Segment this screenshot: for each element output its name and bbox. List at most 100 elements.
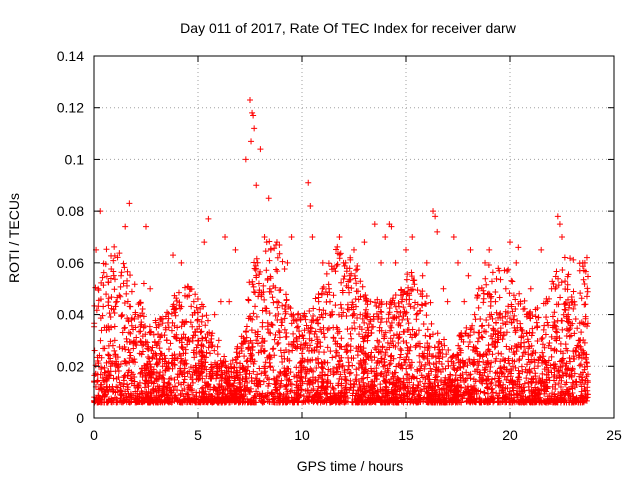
data-point (397, 309, 404, 316)
data-point (361, 384, 368, 391)
data-point (460, 392, 467, 399)
data-point (335, 361, 342, 368)
data-point (485, 322, 492, 329)
data-point (584, 363, 591, 370)
data-point (118, 399, 125, 406)
data-point (176, 351, 183, 358)
data-point (581, 281, 588, 288)
data-point (534, 323, 541, 330)
data-point (576, 373, 583, 380)
data-point (117, 293, 124, 300)
data-point (296, 360, 303, 367)
data-point (281, 326, 288, 333)
data-point (201, 391, 208, 398)
data-point (207, 350, 214, 357)
data-point (555, 301, 562, 308)
data-point (382, 352, 389, 359)
data-point (138, 369, 145, 376)
data-point (127, 272, 134, 279)
data-point (449, 377, 456, 384)
data-point (275, 299, 282, 306)
data-point (459, 395, 466, 402)
data-point (134, 384, 141, 391)
data-point (338, 335, 345, 342)
data-point (105, 367, 112, 374)
data-point (192, 328, 199, 335)
data-point (465, 332, 472, 339)
y-axis-label: ROTI / TECUs (6, 193, 22, 283)
data-point (94, 377, 101, 384)
data-point (479, 322, 486, 329)
data-point (246, 313, 253, 320)
data-point (198, 328, 205, 335)
data-point (234, 374, 241, 381)
data-point (490, 394, 497, 401)
data-point (109, 399, 116, 406)
data-point (149, 353, 156, 360)
data-point (111, 347, 118, 354)
data-point (551, 347, 558, 354)
data-point (545, 374, 552, 381)
data-point (456, 345, 463, 352)
data-point (298, 373, 305, 380)
data-point (465, 343, 472, 350)
data-point (466, 356, 473, 363)
data-point (171, 376, 178, 383)
data-point (434, 330, 441, 337)
data-point (105, 302, 112, 309)
data-point (467, 398, 474, 405)
data-point (345, 359, 352, 366)
data-point (405, 326, 412, 333)
data-point (377, 386, 384, 393)
data-point (249, 347, 256, 354)
data-point (283, 296, 290, 303)
data-point (263, 308, 270, 315)
data-point (212, 359, 219, 366)
data-point (142, 371, 149, 378)
data-point (315, 294, 322, 301)
data-point (266, 396, 273, 403)
data-point (113, 358, 120, 365)
data-point (227, 360, 234, 367)
data-point (344, 341, 351, 348)
data-point (344, 301, 351, 308)
data-point (120, 383, 127, 390)
data-point (582, 313, 589, 320)
data-point (481, 389, 488, 396)
data-point (428, 320, 435, 327)
data-point (315, 374, 322, 381)
data-point (440, 379, 447, 386)
data-point (238, 345, 245, 352)
data-point (486, 246, 493, 253)
data-point (525, 345, 532, 352)
data-point (576, 362, 583, 369)
data-point (243, 334, 250, 341)
data-point (260, 282, 267, 289)
data-point (378, 315, 385, 322)
data-point (131, 378, 138, 385)
data-point (363, 306, 370, 313)
data-point (570, 353, 577, 360)
data-point (190, 298, 197, 305)
data-point (480, 299, 487, 306)
data-point (123, 282, 130, 289)
data-point (103, 246, 110, 253)
data-point (383, 300, 390, 307)
data-point (180, 331, 187, 338)
data-point (305, 387, 312, 394)
data-point (392, 292, 399, 299)
data-point (318, 384, 325, 391)
data-point (394, 382, 401, 389)
data-point (405, 320, 412, 327)
data-point (343, 349, 350, 356)
data-point (214, 389, 221, 396)
data-point (310, 368, 317, 375)
data-point (532, 370, 539, 377)
data-point (139, 365, 146, 372)
data-point (484, 384, 491, 391)
data-point (409, 234, 416, 240)
data-point (206, 370, 213, 377)
data-point (534, 363, 541, 370)
data-point (281, 355, 288, 362)
data-point (575, 399, 582, 406)
